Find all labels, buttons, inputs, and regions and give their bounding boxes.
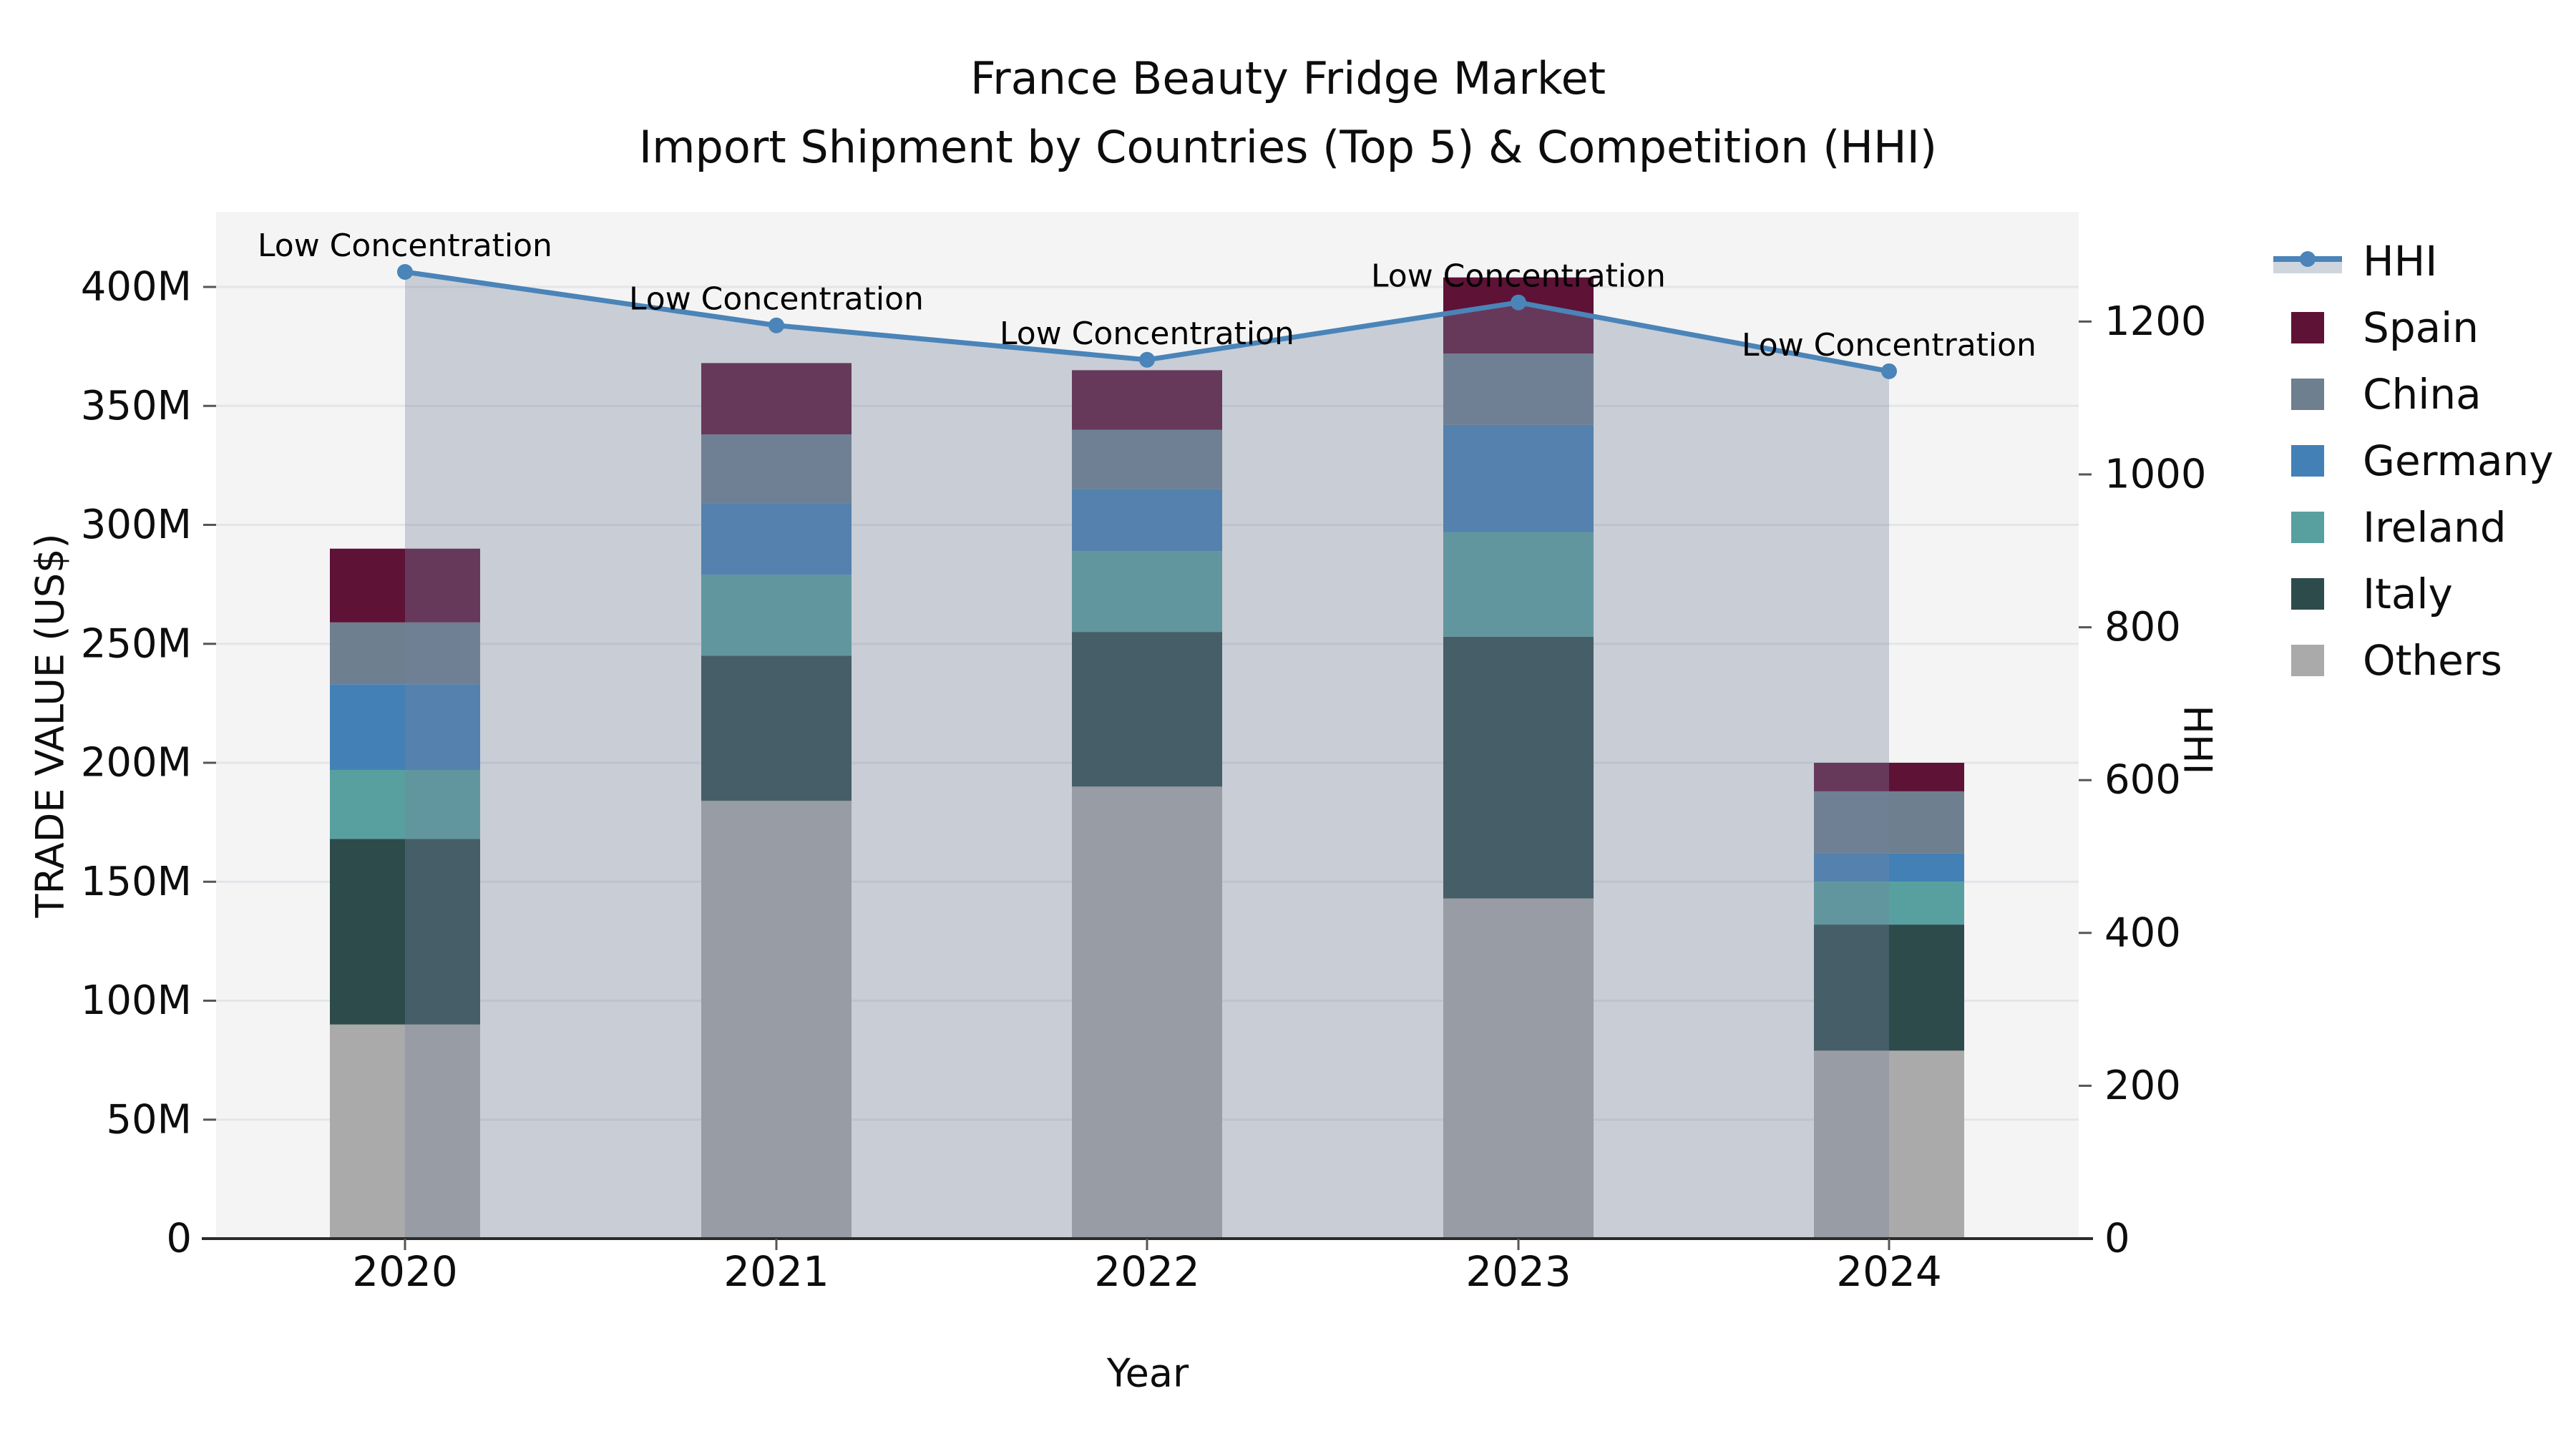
- legend-label: Spain: [2363, 303, 2479, 352]
- y-tick-label-left: 50M: [106, 1096, 192, 1143]
- bar-segment-others-2024: [1814, 1050, 1964, 1239]
- hhi-area-fill: [405, 271, 1889, 1239]
- china-color-swatch: [2291, 378, 2324, 410]
- legend-label: Others: [2363, 635, 2502, 685]
- y-tick-label-right: 600: [2104, 757, 2181, 804]
- y-axis-label-right: HHI: [2175, 705, 2220, 775]
- bar-segment-germany-2023: [1443, 424, 1594, 532]
- annotation-low-concentration-2021: Low Concentration: [629, 281, 924, 318]
- hhi-marker-2021: [769, 317, 784, 333]
- bar-segment-china-2022: [1072, 429, 1222, 489]
- bar-segment-germany-2020: [330, 684, 480, 770]
- bar-segment-others-2022: [1072, 786, 1222, 1239]
- legend-item-hhi: HHI: [2268, 228, 2554, 294]
- italy-color-swatch: [2291, 577, 2324, 610]
- x-tick-label: 2023: [1465, 1247, 1571, 1296]
- bar-segment-italy-2020: [330, 839, 480, 1025]
- hhi-marker-icon: [2300, 250, 2316, 267]
- bar-segment-italy-2023: [1443, 636, 1594, 899]
- bar-segment-ireland-2022: [1072, 551, 1222, 633]
- bar-segment-china-2023: [1443, 353, 1594, 425]
- hhi-marker-2020: [397, 263, 413, 280]
- germany-color-swatch: [2291, 444, 2324, 477]
- legend-item-germany: Germany: [2268, 427, 2554, 494]
- bar-segment-china-2021: [701, 434, 852, 504]
- bar-segment-spain-2021: [701, 363, 852, 435]
- legend-label: HHI: [2363, 236, 2438, 286]
- y-tick-label-left: 300M: [81, 502, 192, 548]
- legend-item-china: China: [2268, 361, 2554, 427]
- y-tick-label-right: 1200: [2104, 298, 2207, 345]
- others-color-swatch: [2291, 644, 2324, 676]
- x-tick-label: 2024: [1836, 1247, 1942, 1296]
- bar-segment-germany-2021: [701, 503, 852, 575]
- hhi-marker-2024: [1881, 363, 1897, 379]
- legend-label: Italy: [2363, 569, 2453, 618]
- bar-segment-italy-2024: [1814, 924, 1964, 1051]
- bar-segment-italy-2021: [701, 655, 852, 801]
- y-tick-label-right: 400: [2104, 909, 2181, 956]
- y-tick-label-right: 800: [2104, 604, 2181, 650]
- chart-title-line1: France Beauty Fridge Market: [970, 52, 1606, 104]
- ireland-color-swatch: [2291, 511, 2324, 543]
- bar-segment-china-2024: [1814, 791, 1964, 854]
- y-tick-label-left: 150M: [81, 859, 192, 905]
- y-tick-label-right: 0: [2104, 1216, 2130, 1262]
- x-axis-label: Year: [1106, 1350, 1189, 1396]
- legend: HHI Spain China Germany Ireland Italy Ot…: [2268, 228, 2554, 693]
- bar-segment-germany-2024: [1814, 853, 1964, 882]
- x-tick-label: 2022: [1094, 1247, 1200, 1296]
- hhi-marker-2023: [1511, 294, 1526, 311]
- chart-title-line2: Import Shipment by Countries (Top 5) & C…: [638, 121, 1938, 174]
- annotation-low-concentration-2023: Low Concentration: [1371, 258, 1666, 295]
- annotation-low-concentration-2020: Low Concentration: [258, 228, 552, 264]
- y-tick-label-left: 400M: [81, 264, 192, 311]
- legend-label: Germany: [2363, 436, 2554, 485]
- legend-item-spain: Spain: [2268, 294, 2554, 361]
- y-tick-label-left: 0: [166, 1216, 192, 1262]
- y-tick-label-left: 200M: [81, 740, 192, 786]
- chart-title: France Beauty Fridge Market Import Shipm…: [0, 44, 2576, 182]
- bar-segment-ireland-2024: [1814, 882, 1964, 925]
- bar-segment-italy-2022: [1072, 632, 1222, 787]
- bar-segment-spain-2024: [1814, 763, 1964, 791]
- bar-segment-others-2020: [330, 1024, 480, 1239]
- spain-color-swatch: [2291, 311, 2324, 343]
- bar-segment-ireland-2020: [330, 769, 480, 839]
- legend-item-italy: Italy: [2268, 560, 2554, 627]
- y-tick-label-right: 200: [2104, 1063, 2181, 1109]
- bar-segment-china-2020: [330, 622, 480, 685]
- x-tick-label: 2020: [352, 1247, 458, 1296]
- bar-segment-ireland-2023: [1443, 532, 1594, 637]
- annotation-low-concentration-2024: Low Concentration: [1742, 327, 2036, 364]
- y-tick-label-right: 1000: [2104, 452, 2207, 498]
- y-tick-label-left: 350M: [81, 383, 192, 429]
- bar-segment-spain-2023: [1443, 277, 1594, 354]
- legend-label: China: [2363, 369, 2482, 419]
- legend-label: Ireland: [2363, 502, 2507, 552]
- hhi-marker-2022: [1139, 351, 1155, 368]
- bar-segment-others-2021: [701, 801, 852, 1239]
- y-axis-label-left: TRADE VALUE (US$): [27, 533, 73, 918]
- bar-segment-spain-2022: [1072, 370, 1222, 430]
- hhi-line-swatch: [2268, 249, 2347, 273]
- annotation-low-concentration-2022: Low Concentration: [1000, 316, 1294, 352]
- legend-item-others: Others: [2268, 627, 2554, 693]
- x-tick-label: 2021: [723, 1247, 829, 1296]
- y-tick-label-left: 250M: [81, 620, 192, 667]
- bar-segment-others-2023: [1443, 898, 1594, 1239]
- bar-segment-germany-2022: [1072, 489, 1222, 552]
- legend-item-ireland: Ireland: [2268, 494, 2554, 560]
- bar-segment-spain-2020: [330, 548, 480, 623]
- y-tick-label-left: 100M: [81, 977, 192, 1024]
- bar-segment-ireland-2021: [701, 575, 852, 656]
